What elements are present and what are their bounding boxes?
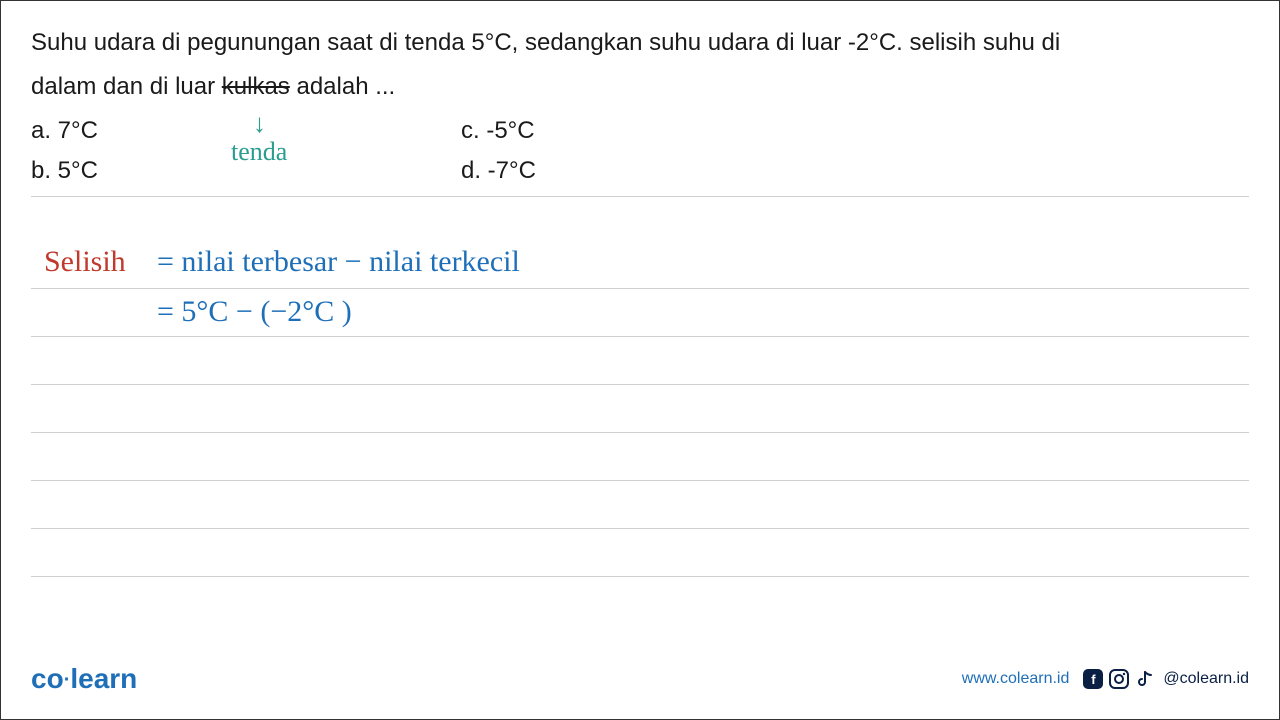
social-handle: @colearn.id xyxy=(1163,670,1249,688)
ruled-line-3 xyxy=(31,337,1249,385)
ruled-line-6 xyxy=(31,481,1249,529)
social-icons: f @colearn.id xyxy=(1083,669,1249,689)
tiktok-icon xyxy=(1135,669,1155,689)
ruled-line-4 xyxy=(31,385,1249,433)
divider-top xyxy=(31,196,1249,197)
question-line-2-post: adalah ... xyxy=(290,73,395,100)
option-d: d. -7°C xyxy=(461,153,761,189)
ruled-line-1: Selisih = nilai terbesar − nilai terkeci… xyxy=(31,241,1249,289)
footer-right: www.colearn.id f @colearn.id xyxy=(962,669,1249,689)
options-right-column: c. -5°C d. -7°C xyxy=(461,113,761,193)
logo: co·learn xyxy=(31,663,137,695)
working-substitution: = 5°C − (−2°C ) xyxy=(157,295,352,329)
question-line-2-pre: dalam dan di luar xyxy=(31,73,222,100)
options-container: a. 7°C b. 5°C c. -5°C d. -7°C ↓ tenda xyxy=(31,113,1249,193)
question-line-1: Suhu udara di pegunungan saat di tenda 5… xyxy=(31,25,1249,61)
working-selisih-label: Selisih xyxy=(44,245,126,279)
annotation-arrow: ↓ xyxy=(253,109,266,139)
instagram-icon xyxy=(1109,669,1129,689)
ruled-line-5 xyxy=(31,433,1249,481)
ruled-line-2: = 5°C − (−2°C ) xyxy=(31,289,1249,337)
ruled-line-7 xyxy=(31,529,1249,577)
logo-learn: learn xyxy=(70,663,137,694)
option-c: c. -5°C xyxy=(461,113,761,149)
footer: co·learn www.colearn.id f @colearn.id xyxy=(31,663,1249,695)
question-line-2: dalam dan di luar kulkas adalah ... xyxy=(31,69,1249,105)
website-url: www.colearn.id xyxy=(962,670,1070,688)
strikethrough-word: kulkas xyxy=(222,73,290,100)
working-formula: = nilai terbesar − nilai terkecil xyxy=(157,245,520,279)
facebook-icon: f xyxy=(1083,669,1103,689)
lined-paper-area: Selisih = nilai terbesar − nilai terkeci… xyxy=(31,241,1249,577)
logo-co: co xyxy=(31,663,64,694)
annotation-tenda: tenda xyxy=(231,137,287,167)
